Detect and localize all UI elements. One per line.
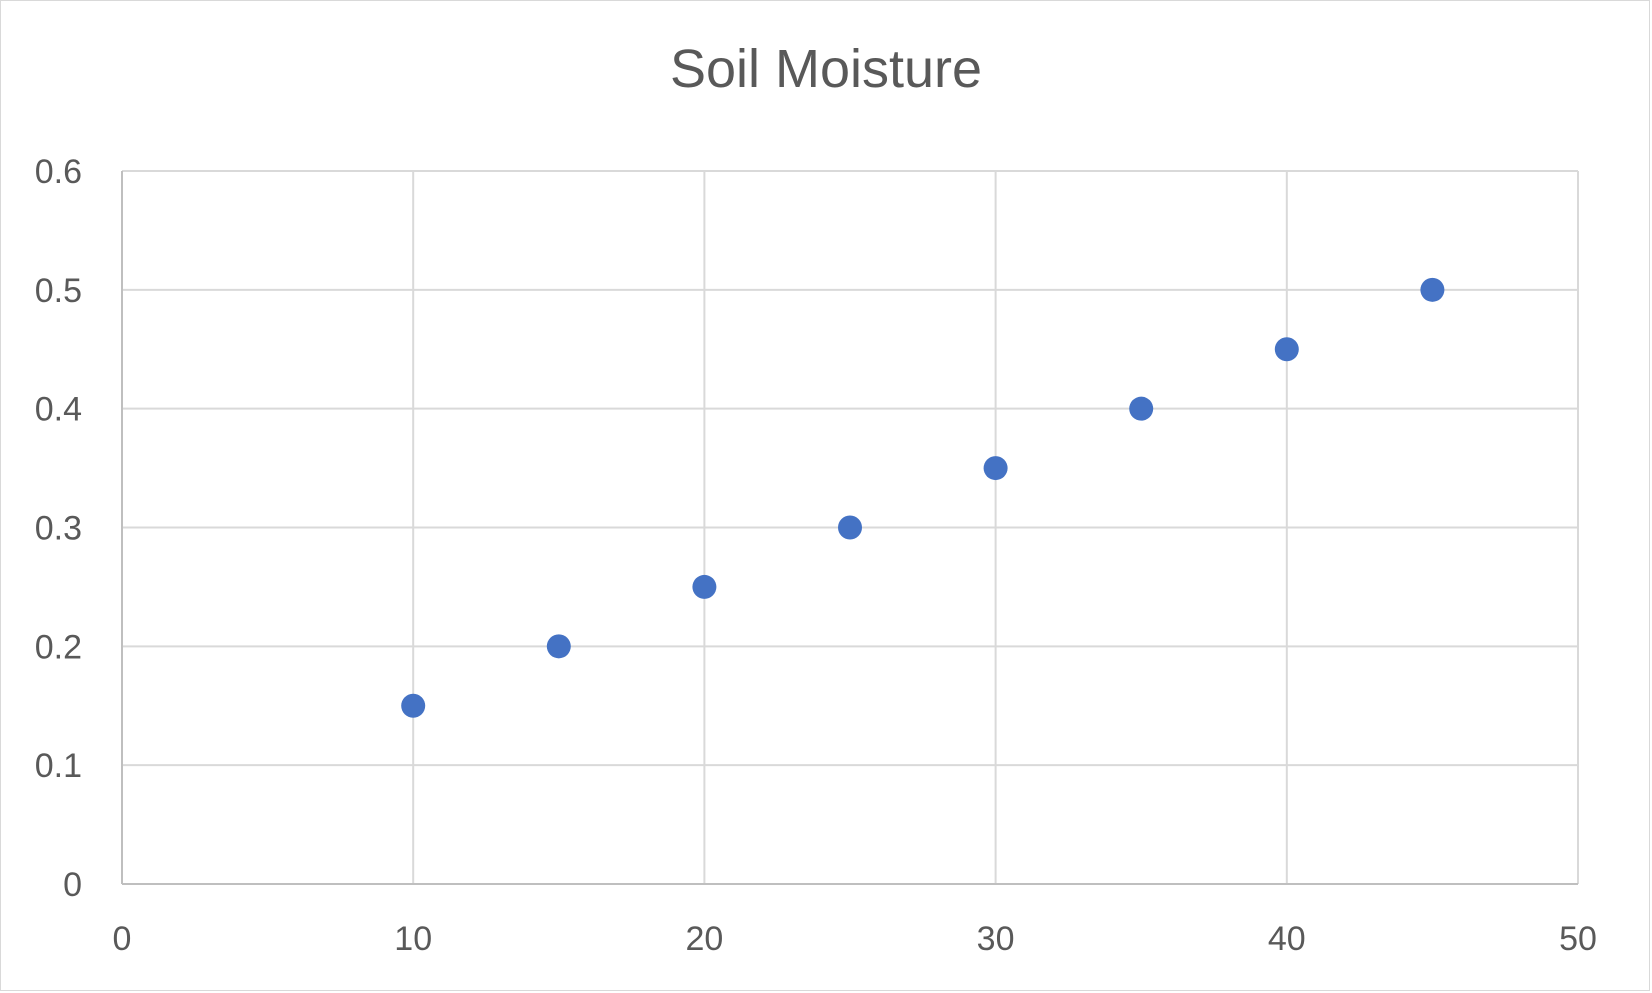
axes bbox=[121, 171, 1578, 885]
y-tick-label: 0.4 bbox=[35, 391, 82, 429]
x-tick-label: 40 bbox=[1268, 920, 1306, 958]
data-points bbox=[401, 277, 1445, 718]
y-tick-label: 0.6 bbox=[35, 153, 82, 191]
x-tick-label: 30 bbox=[977, 920, 1015, 958]
data-point bbox=[1129, 396, 1154, 421]
data-point bbox=[1420, 277, 1445, 302]
chart-title: Soil Moisture bbox=[669, 39, 983, 99]
y-tick-label: 0.1 bbox=[35, 747, 82, 785]
data-point bbox=[692, 574, 717, 599]
y-tick-label: 0.5 bbox=[35, 272, 82, 310]
x-tick-label: 20 bbox=[685, 920, 723, 958]
y-tick-label: 0.2 bbox=[35, 628, 82, 666]
x-tick-label: 50 bbox=[1559, 920, 1597, 958]
tick-labels: 0 10 20 30 40 50 0 0.1 0.2 0.3 0.4 0.5 0.6 bbox=[35, 153, 1597, 958]
data-point bbox=[401, 693, 426, 718]
y-tick-label: 0.3 bbox=[35, 510, 82, 548]
x-tick-label: 0 bbox=[113, 920, 132, 958]
data-point bbox=[546, 634, 571, 659]
data-point bbox=[983, 456, 1008, 481]
y-tick-label: 0 bbox=[63, 866, 82, 904]
data-point bbox=[1274, 337, 1299, 362]
x-tick-label: 10 bbox=[394, 920, 432, 958]
data-point bbox=[838, 515, 862, 540]
